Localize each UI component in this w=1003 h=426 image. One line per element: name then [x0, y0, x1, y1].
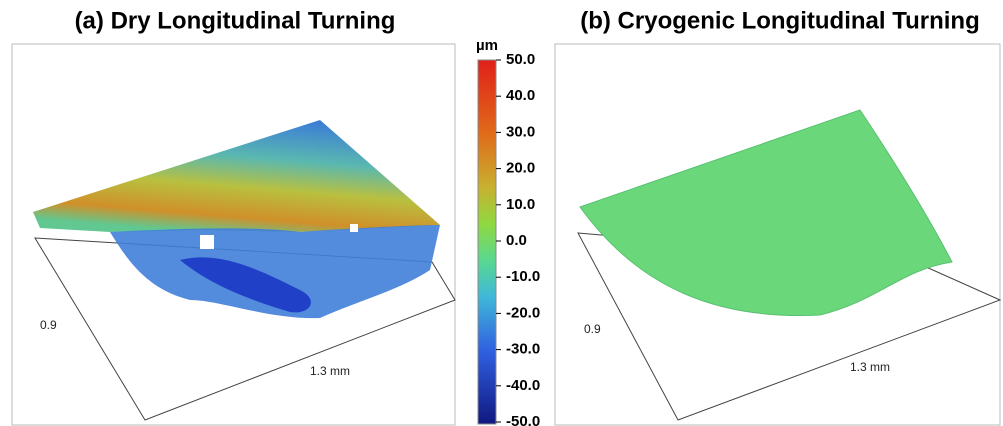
surface [579, 109, 953, 317]
panel-frame [11, 43, 456, 426]
colorbar-tick-label: -10.0 [506, 268, 540, 285]
colorbar-tick-label: -40.0 [506, 377, 540, 394]
surface-pit [110, 225, 440, 319]
surface-pit-deep [180, 257, 311, 313]
colorbar-tick-label: 40.0 [506, 87, 535, 104]
colorbar-tick-label: 50.0 [506, 51, 535, 68]
colorbar-tick-label: 30.0 [506, 123, 535, 140]
colorbar-tick-label: 10.0 [506, 196, 535, 213]
y-axis-label: 0.9 [40, 318, 57, 332]
x-axis-label: 1.3 mm [850, 360, 890, 374]
colorbar-tick-label: 0.0 [506, 232, 527, 249]
colorbar-ticks: 50.0 40.0 30.0 20.0 10.0 0.0 -10.0 -20.0 -30.0 -4… [496, 51, 540, 426]
panel-frame [554, 43, 1001, 426]
colorbar-tick-label: -50.0 [506, 413, 540, 426]
colorbar [477, 59, 497, 425]
colorbar-tick-label: -20.0 [506, 304, 540, 321]
colorbar-unit: µm [476, 37, 498, 54]
x-axis-label: 1.3 mm [310, 364, 350, 378]
colorbar-tick-label: 20.0 [506, 160, 535, 177]
panel-title: (b) Cryogenic Longitudinal Turning [580, 7, 980, 34]
surface-gap [350, 224, 358, 232]
panel-title: (a) Dry Longitudinal Turning [75, 7, 396, 34]
surface [33, 120, 440, 232]
colorbar-tick-label: -30.0 [506, 341, 540, 358]
y-axis-label: 0.9 [584, 322, 601, 336]
surface-gap [200, 235, 214, 249]
